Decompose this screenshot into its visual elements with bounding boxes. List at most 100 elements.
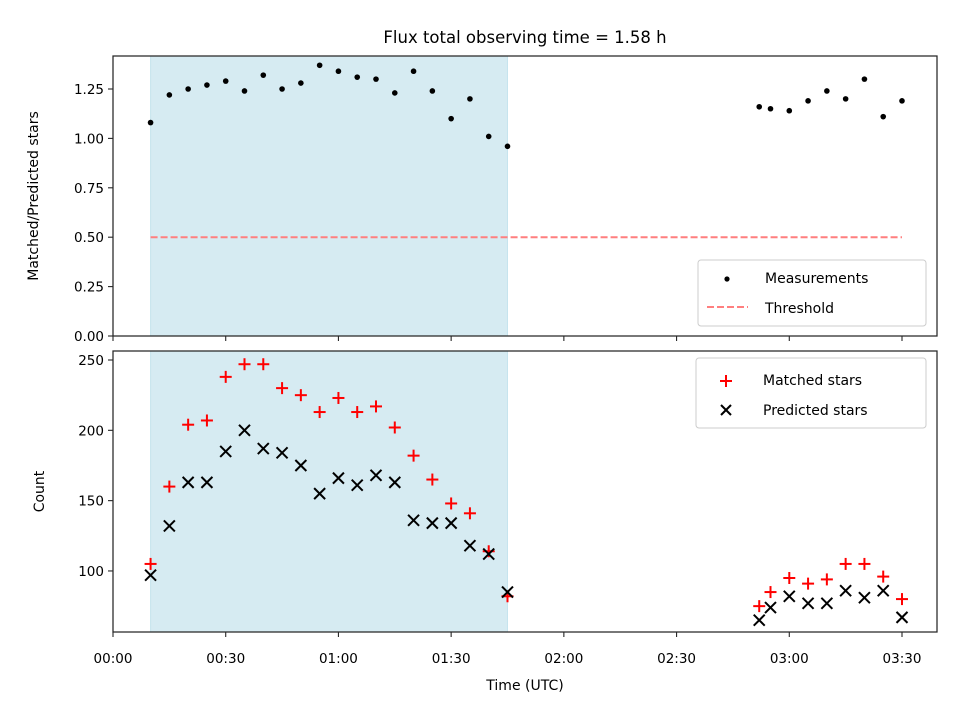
measurement-point: [899, 98, 905, 104]
ratio-y-tick-label: 0.25: [74, 280, 104, 296]
predicted-stars-point: [895, 611, 909, 624]
count-y-tick-label: 100: [78, 564, 104, 580]
measurement-point: [410, 68, 417, 75]
predicted-stars-point: [426, 516, 439, 530]
matched-stars-point: [764, 586, 777, 599]
predicted-stars-point: [877, 584, 890, 597]
matched-stars-point: [182, 418, 195, 431]
x-tick-label: 02:30: [657, 651, 696, 667]
matched-stars-point: [753, 600, 766, 613]
predicted-stars-point: [753, 613, 766, 627]
x-tick-label: 03:00: [770, 651, 809, 667]
chart-title: Flux total observing time = 1.58 h: [383, 28, 666, 47]
legend-label-matched: Matched stars: [763, 373, 862, 389]
matched-stars-point: [896, 593, 908, 606]
matched-stars-point: [144, 557, 157, 570]
legend-marker-predicted: [720, 404, 732, 416]
ratio-y-tick-label: 1.25: [74, 82, 104, 98]
measurement-point: [504, 143, 511, 150]
measurement-point: [222, 78, 229, 84]
predicted-stars-point: [144, 568, 157, 582]
shaded-observing-region: [150, 350, 508, 633]
predicted-stars-point: [200, 476, 214, 489]
measurement-point: [279, 86, 285, 92]
predicted-stars-point: [388, 476, 401, 489]
matched-stars-point: [238, 358, 251, 371]
predicted-stars-point: [482, 547, 495, 561]
ratio-y-tick-label: 0.00: [74, 329, 104, 345]
ratio-axes-frame: [112, 55, 938, 337]
measurement-point: [354, 74, 361, 80]
ratio-y-axis-label: Matched/Predicted stars: [26, 111, 42, 281]
count-axes-frame: [112, 350, 938, 633]
count-y-tick-label: 150: [78, 494, 104, 510]
matched-stars-point: [332, 391, 345, 404]
matched-stars-point: [163, 480, 176, 493]
measurement-point: [204, 82, 210, 88]
predicted-stars-point: [444, 516, 458, 530]
predicted-stars-point: [407, 514, 420, 527]
measurement-point: [373, 76, 379, 82]
measurement-point: [756, 103, 763, 110]
count-y-tick-label: 200: [78, 423, 104, 439]
matched-stars-point: [294, 389, 307, 402]
matched-stars-point: [200, 414, 213, 427]
ratio-y-tick-label: 1.00: [74, 131, 104, 147]
measurement-point: [786, 107, 793, 114]
count-panel: 100 150 200 250 00:00 00:30 01:00 01:30 02:00 02…: [32, 350, 938, 694]
matched-stars-point: [858, 557, 871, 570]
x-tick-label: 02:00: [544, 651, 583, 667]
measurement-point: [298, 80, 304, 86]
matched-stars-point: [370, 400, 382, 413]
ratio-y-tick-label: 0.50: [74, 230, 104, 246]
x-tick-label: 01:30: [432, 651, 471, 667]
measurement-point: [241, 88, 248, 94]
measurement-point: [842, 96, 849, 102]
predicted-stars-point: [313, 487, 326, 500]
x-tick-label: 00:30: [206, 651, 245, 667]
matched-stars-point: [877, 570, 890, 583]
count-y-axis-label: Count: [32, 470, 48, 512]
measurement-point: [316, 62, 323, 69]
matched-stars-point: [219, 370, 232, 383]
matched-stars-point: [351, 406, 364, 419]
measurement-point: [260, 72, 267, 78]
predicted-stars-point: [801, 597, 815, 610]
measurement-point: [485, 133, 492, 140]
measurement-point: [429, 88, 436, 94]
predicted-stars-point: [294, 459, 308, 472]
predicted-stars-point: [858, 591, 871, 604]
predicted-stars-point: [332, 471, 345, 485]
predicted-stars-point: [501, 585, 514, 599]
matched-stars-point: [407, 449, 420, 462]
predicted-stars-point: [219, 445, 232, 458]
legend-label-measurements: Measurements: [765, 271, 868, 287]
matched-stars-point: [313, 406, 326, 419]
measurement-point: [185, 86, 191, 92]
predicted-stars-point: [351, 478, 364, 492]
measurement-point: [448, 115, 454, 122]
matched-stars-point: [276, 382, 289, 395]
predicted-stars-point: [257, 442, 270, 455]
measurement-point: [166, 92, 173, 98]
count-y-tick-label: 250: [78, 353, 104, 369]
predicted-stars-point: [764, 601, 777, 614]
legend-marker-measurements: [724, 276, 730, 282]
legend-marker-matched: [720, 375, 732, 387]
matched-stars-point: [783, 571, 796, 584]
x-tick-label: 01:00: [319, 651, 358, 667]
predicted-stars-point: [783, 590, 796, 603]
count-legend: Matched stars Predicted stars: [695, 357, 927, 429]
measurement-point: [391, 90, 398, 96]
predicted-stars-point: [238, 424, 251, 437]
predicted-stars-point: [820, 597, 834, 610]
measurement-point: [824, 88, 830, 94]
matched-stars-point: [445, 497, 458, 510]
measurement-point: [147, 119, 154, 126]
shaded-observing-region: [150, 55, 508, 337]
matched-stars-point: [463, 507, 476, 520]
matched-stars-point: [388, 421, 401, 434]
matched-stars-point: [839, 557, 852, 570]
ratio-y-tick-label: 0.75: [74, 181, 104, 197]
